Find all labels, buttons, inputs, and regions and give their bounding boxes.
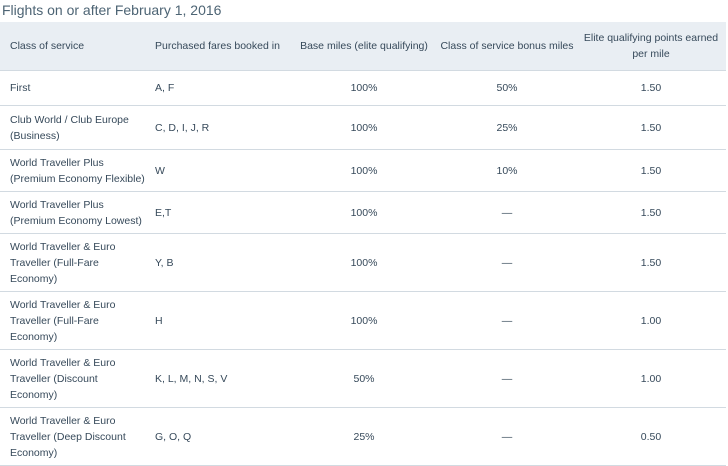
cell-class: First bbox=[0, 70, 145, 106]
cell-fares: A, F bbox=[145, 70, 290, 106]
cell-bonus: 10% bbox=[438, 149, 576, 192]
cell-points: 1.50 bbox=[576, 191, 726, 234]
header-fares-booked: Purchased fares booked in bbox=[155, 40, 280, 52]
table-row: Club World / Club Europe (Business) C, D… bbox=[0, 105, 726, 150]
page-title: Flights on or after February 1, 2016 bbox=[2, 2, 222, 18]
cell-points: 1.00 bbox=[576, 291, 726, 350]
cell-fares: G, O, Q bbox=[145, 407, 290, 466]
cell-base: 100% bbox=[290, 291, 438, 350]
cell-class: World Traveller & Euro Traveller (Discou… bbox=[0, 349, 145, 408]
cell-bonus: — bbox=[438, 191, 576, 234]
fare-table: Class of service Purchased fares booked … bbox=[0, 22, 726, 466]
cell-bonus: 25% bbox=[438, 105, 576, 150]
cell-fares: W bbox=[145, 149, 290, 192]
cell-fares: K, L, M, N, S, V bbox=[145, 349, 290, 408]
cell-class: World Traveller Plus (Premium Economy Lo… bbox=[0, 191, 145, 234]
cell-fares: E,T bbox=[145, 191, 290, 234]
cell-points: 1.50 bbox=[576, 70, 726, 106]
cell-bonus: 50% bbox=[438, 70, 576, 106]
cell-points: 1.00 bbox=[576, 349, 726, 408]
cell-base: 100% bbox=[290, 70, 438, 106]
table-row: First A, F 100% 50% 1.50 bbox=[0, 70, 726, 106]
cell-base: 100% bbox=[290, 233, 438, 292]
cell-class: World Traveller & Euro Traveller (Full-F… bbox=[0, 291, 145, 350]
header-class-of-service: Class of service bbox=[10, 40, 85, 52]
cell-fares: C, D, I, J, R bbox=[145, 105, 290, 150]
cell-class: World Traveller Plus (Premium Economy Fl… bbox=[0, 149, 145, 192]
cell-fares: Y, B bbox=[145, 233, 290, 292]
cell-base: 25% bbox=[290, 407, 438, 466]
table-row: World Traveller & Euro Traveller (Full-F… bbox=[0, 291, 726, 350]
table-header-row: Class of service Purchased fares booked … bbox=[0, 22, 726, 71]
table-row: World Traveller & Euro Traveller (Full-F… bbox=[0, 233, 726, 292]
header-elite-points: Elite qualifying points earned per mile bbox=[583, 32, 719, 60]
cell-base: 100% bbox=[290, 105, 438, 150]
header-base-miles: Base miles (elite qualifying) bbox=[300, 40, 428, 52]
table-row: World Traveller Plus (Premium Economy Fl… bbox=[0, 149, 726, 192]
cell-bonus: — bbox=[438, 291, 576, 350]
cell-points: 1.50 bbox=[576, 233, 726, 292]
table-row: World Traveller Plus (Premium Economy Lo… bbox=[0, 191, 726, 234]
cell-bonus: — bbox=[438, 233, 576, 292]
cell-bonus: — bbox=[438, 407, 576, 466]
table-row: World Traveller & Euro Traveller (Discou… bbox=[0, 349, 726, 408]
cell-fares: H bbox=[145, 291, 290, 350]
cell-points: 1.50 bbox=[576, 149, 726, 192]
cell-points: 1.50 bbox=[576, 105, 726, 150]
cell-class: Club World / Club Europe (Business) bbox=[0, 105, 145, 150]
cell-base: 100% bbox=[290, 149, 438, 192]
cell-base: 100% bbox=[290, 191, 438, 234]
cell-bonus: — bbox=[438, 349, 576, 408]
cell-points: 0.50 bbox=[576, 407, 726, 466]
header-bonus-miles: Class of service bonus miles bbox=[440, 40, 574, 52]
cell-class: World Traveller & Euro Traveller (Full-F… bbox=[0, 233, 145, 292]
cell-class: World Traveller & Euro Traveller (Deep D… bbox=[0, 407, 145, 466]
table-row: World Traveller & Euro Traveller (Deep D… bbox=[0, 407, 726, 466]
cell-base: 50% bbox=[290, 349, 438, 408]
